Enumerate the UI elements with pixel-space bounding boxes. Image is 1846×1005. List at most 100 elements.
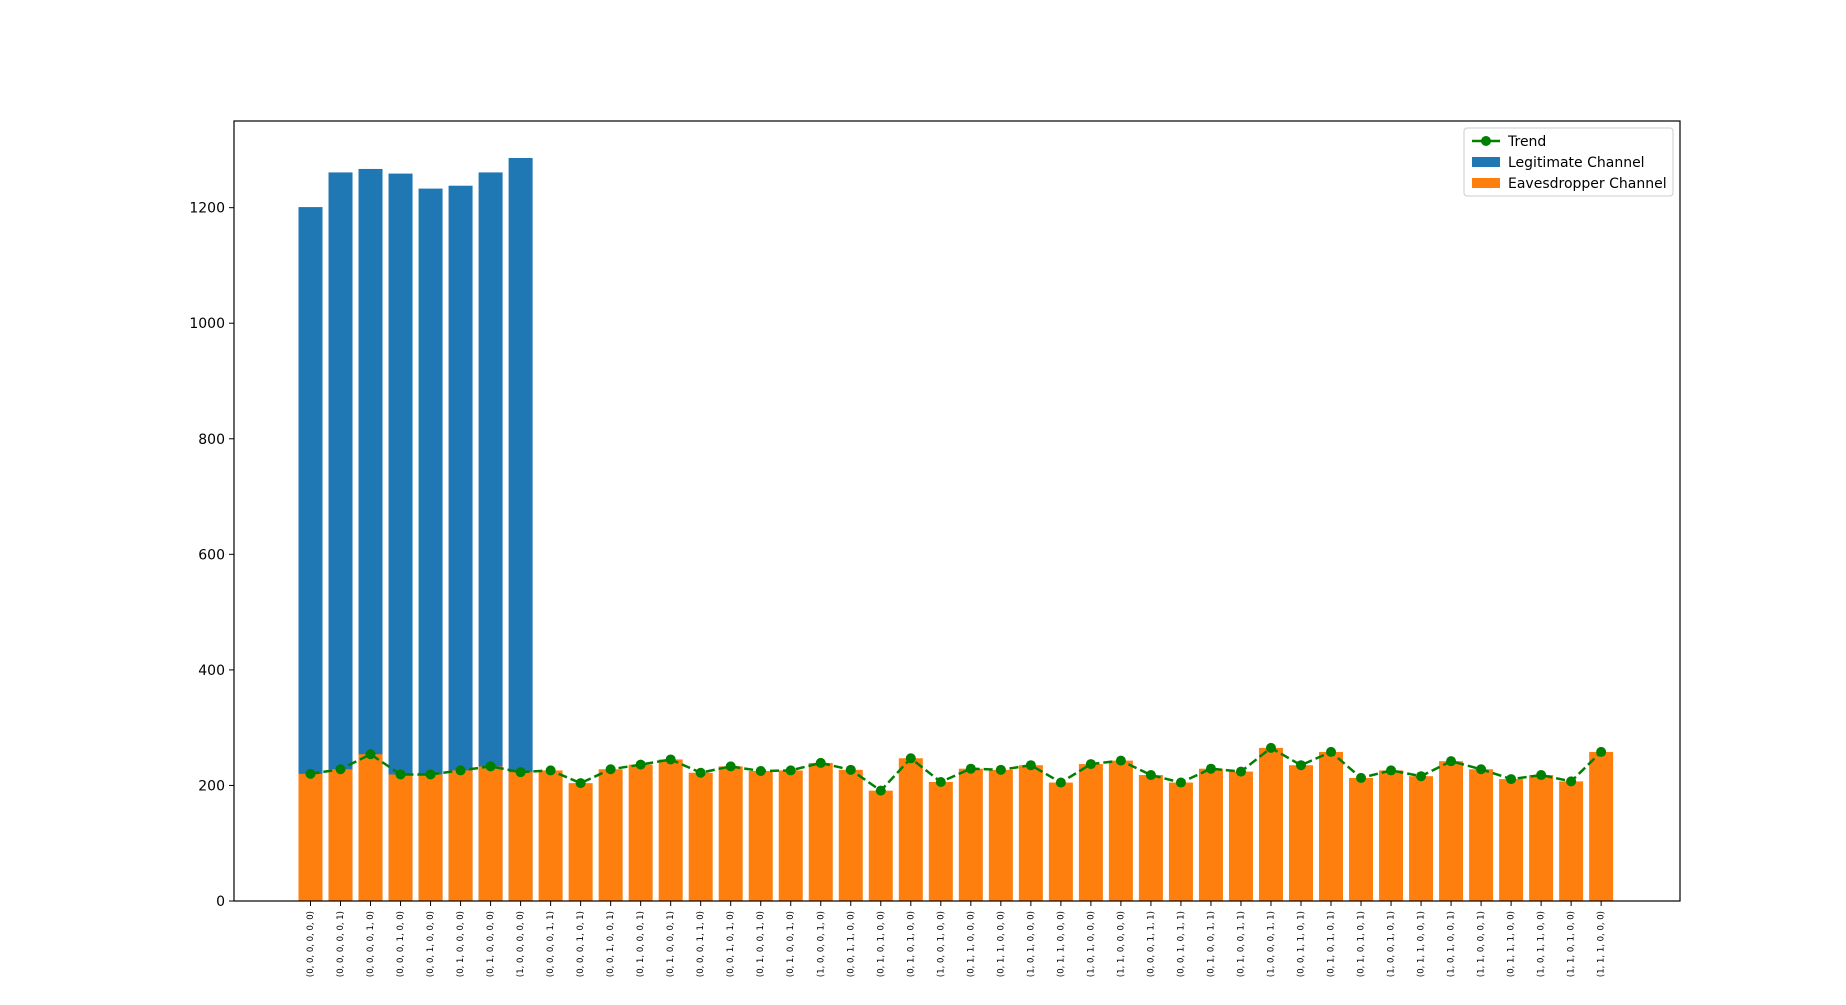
eavesdropper-bar [1529, 775, 1554, 901]
y-tick-label: 400 [198, 663, 225, 679]
eavesdropper-bar [778, 770, 803, 901]
x-tick-label: (1, 0, 1, 1, 0, 0) [1537, 911, 1547, 977]
trend-point [335, 764, 346, 775]
x-tick-label: (1, 0, 1, 0, 0, 1) [1447, 911, 1457, 977]
trend-point [1235, 766, 1246, 777]
eavesdropper-bar [958, 768, 983, 901]
x-tick-label: (0, 1, 1, 0, 0, 0) [1056, 911, 1066, 977]
eavesdropper-bar [1048, 782, 1073, 901]
eavesdropper-bar [1108, 760, 1133, 901]
trend-point [1145, 770, 1156, 781]
legend-swatch-bar [1472, 157, 1500, 167]
trend-point [725, 761, 736, 772]
bars-layer [298, 157, 1614, 902]
x-tick-label: (0, 0, 0, 1, 1, 0) [696, 911, 706, 977]
x-tick-label: (0, 1, 0, 0, 1, 1) [1236, 911, 1246, 977]
x-tick-label: (0, 0, 0, 0, 0, 1) [336, 911, 346, 977]
eavesdropper-bar [868, 790, 893, 901]
trend-point [305, 768, 316, 779]
x-tick-label: (1, 0, 0, 0, 1, 1) [1266, 911, 1276, 977]
x-tick-label: (0, 0, 1, 1, 0, 1) [1296, 911, 1306, 977]
eavesdropper-bar [1018, 765, 1043, 901]
eavesdropper-bar [1288, 765, 1313, 901]
trend-point [1205, 763, 1216, 774]
x-tick-label: (0, 1, 0, 1, 0, 1) [1327, 911, 1337, 977]
x-tick-label: (0, 1, 0, 0, 0, 1) [666, 911, 676, 977]
trend-point [905, 753, 916, 764]
x-tick-label: (1, 0, 0, 0, 0, 0) [516, 911, 526, 977]
x-tick-label: (0, 1, 1, 0, 0, 0) [966, 911, 976, 977]
x-tick-label: (0, 1, 0, 1, 0, 0) [876, 911, 886, 977]
trend-point [1085, 759, 1096, 770]
trend-point [1596, 746, 1607, 757]
trend-point [1265, 742, 1276, 753]
eavesdropper-bar [628, 764, 653, 901]
trend-point [935, 776, 946, 787]
eavesdropper-bar [928, 781, 953, 901]
x-tick-label: (0, 0, 1, 0, 1, 1) [1176, 911, 1186, 977]
legitimate-bar [508, 157, 533, 901]
x-tick-label: (0, 1, 0, 1, 0, 1) [1357, 911, 1367, 977]
eavesdropper-bar [1439, 761, 1464, 901]
y-tick-label: 1200 [189, 201, 225, 217]
eavesdropper-bar [1349, 777, 1374, 901]
x-tick-label: (1, 1, 0, 0, 0, 1) [1477, 911, 1487, 977]
eavesdropper-bar [1469, 769, 1494, 901]
trend-point [545, 765, 556, 776]
x-tick-label: (0, 0, 1, 0, 1, 0) [726, 911, 736, 977]
eavesdropper-bar [748, 771, 773, 901]
x-tick-label: (0, 0, 0, 1, 0, 1) [576, 911, 586, 977]
y-tick-label: 800 [198, 432, 225, 448]
y-tick-label: 600 [198, 547, 225, 563]
x-tick-label: (0, 1, 0, 1, 0, 0) [906, 911, 916, 977]
eavesdropper-bar [1198, 768, 1223, 901]
x-tick-label: (1, 1, 1, 0, 0, 0) [1597, 911, 1607, 977]
eavesdropper-bar [688, 772, 713, 901]
y-tick-label: 0 [216, 894, 225, 910]
eavesdropper-bar [988, 769, 1013, 901]
eavesdropper-bar [1228, 771, 1253, 901]
x-tick-label: (0, 0, 0, 0, 1, 1) [546, 911, 556, 977]
y-tick-label: 1000 [189, 316, 225, 332]
eavesdropper-bar [538, 770, 563, 901]
eavesdropper-bar [1589, 751, 1614, 901]
eavesdropper-bar [1379, 770, 1404, 901]
x-tick-label: (0, 0, 1, 1, 0, 0) [846, 911, 856, 977]
x-tick-label: (0, 1, 0, 0, 1, 1) [1206, 911, 1216, 977]
trend-point [455, 765, 466, 776]
x-tick-label: (1, 0, 1, 0, 0, 0) [1026, 911, 1036, 977]
trend-point [1356, 772, 1367, 783]
trend-layer [305, 742, 1607, 796]
eavesdropper-bar [328, 769, 353, 901]
eavesdropper-bar [1409, 776, 1434, 901]
trend-point [1295, 760, 1306, 771]
x-tick-label: (0, 1, 1, 0, 0, 0) [996, 911, 1006, 977]
trend-point [1416, 771, 1427, 782]
trend-point [845, 764, 856, 775]
trend-point [755, 766, 766, 776]
eavesdropper-bar [508, 772, 533, 901]
eavesdropper-bar [1168, 782, 1193, 901]
legend-swatch-bar [1472, 178, 1500, 188]
eavesdropper-bar [298, 773, 323, 901]
trend-point [365, 749, 376, 760]
x-tick-label: (0, 1, 0, 0, 0, 0) [486, 911, 496, 977]
eavesdropper-bar [1499, 779, 1524, 901]
y-tick-label: 200 [198, 778, 225, 794]
x-tick-label: (0, 1, 0, 0, 0, 0) [456, 911, 466, 977]
trend-point [485, 761, 496, 772]
x-tick-label: (1, 0, 1, 0, 0, 0) [1086, 911, 1096, 977]
x-tick-label: (1, 0, 0, 1, 0, 1) [1387, 911, 1397, 977]
plot-frame [233, 120, 1681, 902]
trend-point [1506, 774, 1517, 785]
x-tick-label: (0, 1, 1, 0, 0, 1) [1417, 911, 1427, 977]
eavesdropper-bar [718, 766, 743, 901]
eavesdropper-bar [838, 769, 863, 901]
eavesdropper-bar [1559, 781, 1584, 901]
eavesdropper-bar [568, 783, 593, 901]
trend-point [425, 769, 436, 780]
eavesdropper-bar [898, 758, 923, 901]
legend-box [1463, 127, 1674, 197]
